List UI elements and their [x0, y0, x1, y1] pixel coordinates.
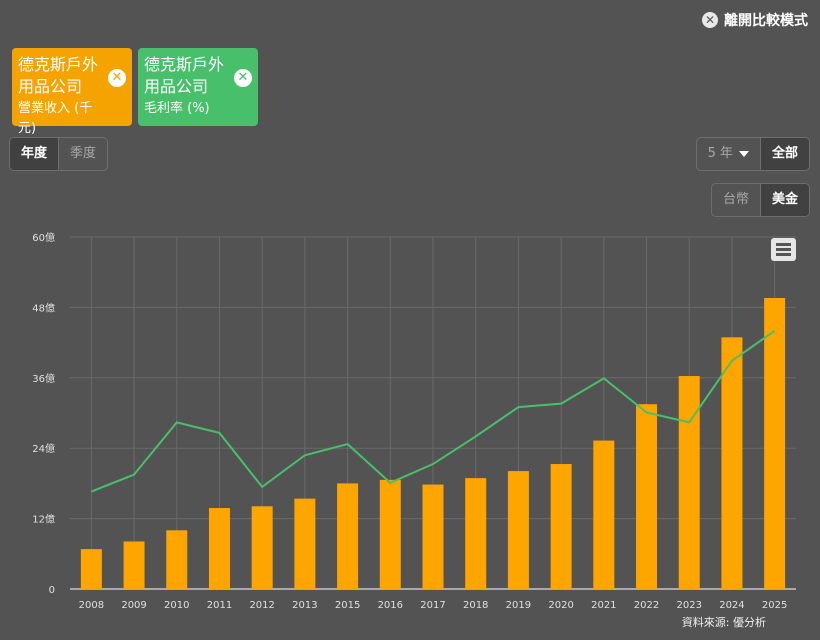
bar: [550, 464, 572, 589]
y-tick-label: 60億: [32, 231, 55, 244]
x-tick-label: 2021: [591, 600, 616, 611]
x-tick-label: 2023: [677, 600, 702, 611]
bar: [507, 471, 529, 589]
bar: [123, 541, 145, 589]
close-icon: ✕: [702, 12, 718, 28]
x-tick-label: 2022: [634, 600, 659, 611]
x-tick-label: 2019: [506, 600, 531, 611]
chart-menu-icon[interactable]: [771, 238, 796, 261]
range-all-button[interactable]: 全部: [759, 138, 809, 170]
x-tick-label: 2018: [463, 600, 488, 611]
remove-icon[interactable]: ✕: [108, 69, 126, 87]
x-tick-label: 2010: [164, 600, 189, 611]
bar: [636, 404, 658, 589]
y-tick-label: 0: [49, 585, 55, 596]
x-tick-label: 2015: [335, 600, 360, 611]
range-select[interactable]: 5 年: [697, 138, 760, 170]
x-tick-label: 2008: [79, 600, 104, 611]
leave-compare-label: 離開比較模式: [724, 13, 808, 29]
bar: [80, 549, 102, 589]
y-tick-label: 24億: [32, 442, 55, 455]
leave-compare-button[interactable]: ✕ 離開比較模式: [702, 10, 808, 30]
bar: [593, 440, 615, 589]
tag-metric: 營業收入 (千元): [18, 101, 93, 136]
series-tag-margin: 德克斯戶外用品公司 毛利率 (%) ✕: [138, 48, 258, 126]
x-tick-label: 2016: [378, 600, 403, 611]
bar: [208, 508, 230, 589]
y-tick-label: 48億: [32, 301, 55, 314]
currency-usd-button[interactable]: 美金: [759, 184, 809, 216]
y-tick-label: 36億: [32, 372, 55, 385]
bar: [678, 376, 700, 589]
data-source-credit: 資料來源: 優分析: [681, 616, 766, 629]
tag-metric: 毛利率 (%): [144, 101, 210, 116]
period-annual-button[interactable]: 年度: [10, 138, 59, 170]
range-toggle: 5 年 全部: [695, 137, 810, 171]
x-tick-label: 2011: [207, 600, 232, 611]
x-tick-label: 2013: [292, 600, 317, 611]
bar: [337, 483, 359, 589]
caret-down-icon: [738, 150, 749, 157]
period-toggle: 年度 季度: [9, 137, 109, 171]
period-quarter-button[interactable]: 季度: [58, 138, 107, 170]
x-tick-label: 2025: [762, 600, 787, 611]
x-tick-label: 2020: [548, 600, 573, 611]
x-tick-label: 2024: [719, 600, 744, 611]
tag-company: 德克斯戶外用品公司: [144, 55, 225, 96]
bar: [294, 498, 316, 589]
bar: [251, 506, 273, 589]
x-tick-label: 2012: [249, 600, 274, 611]
x-tick-label: 2017: [420, 600, 445, 611]
bar: [465, 478, 487, 589]
remove-icon[interactable]: ✕: [234, 69, 252, 87]
series-tag-revenue: 德克斯戶外用品公司 營業收入 (千元) ✕: [12, 48, 132, 136]
tag-company: 德克斯戶外用品公司: [18, 55, 99, 96]
currency-twd-button[interactable]: 台幣: [722, 192, 749, 207]
range-select-value: 5 年: [707, 146, 733, 161]
bar: [764, 298, 786, 589]
bar: [721, 337, 743, 589]
bar: [422, 484, 444, 589]
currency-toggle: 台幣 美金: [710, 183, 810, 217]
y-tick-label: 12億: [32, 513, 55, 526]
x-tick-label: 2009: [121, 600, 146, 611]
bar: [166, 530, 188, 589]
bar: [379, 479, 401, 589]
